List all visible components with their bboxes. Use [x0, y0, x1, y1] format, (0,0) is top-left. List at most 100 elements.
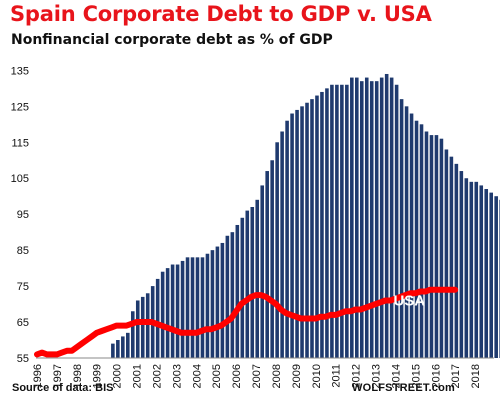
- usa-line: [34, 286, 459, 358]
- spain-bar: [374, 81, 379, 359]
- chart-subtitle: Nonfinancial corporate debt as % of GDP: [11, 32, 333, 48]
- spain-bar: [225, 235, 230, 358]
- spain-bar: [130, 311, 135, 358]
- spain-bar: [340, 84, 344, 358]
- spain-bar: [494, 196, 498, 358]
- source-note: Source of data: BIS: [12, 382, 114, 394]
- y-tick-label: 85: [17, 245, 29, 257]
- spain-bar: [355, 77, 359, 359]
- spain-bar: [409, 113, 414, 359]
- spain-bar: [489, 192, 493, 358]
- brand-label: WOLFSTREET.com: [352, 382, 456, 394]
- spain-bar: [394, 84, 399, 358]
- usa-label: USA: [393, 293, 425, 310]
- spain-bar: [160, 271, 165, 358]
- spain-bar: [210, 250, 215, 358]
- spain-bar: [165, 268, 170, 358]
- spain-bar: [250, 207, 255, 358]
- spain-bar: [454, 163, 459, 358]
- spain-bar: [135, 300, 140, 358]
- x-tick-label: 2011: [331, 364, 343, 388]
- spain-bar: [345, 84, 349, 358]
- spain-bar: [359, 81, 364, 359]
- y-tick-label: 125: [11, 101, 29, 113]
- x-tick-label: 2009: [291, 364, 303, 388]
- x-tick-label: 2000: [112, 364, 124, 388]
- y-tick-label: 105: [11, 173, 29, 185]
- spain-bar: [424, 131, 429, 358]
- x-tick-label: 2004: [191, 364, 203, 388]
- spain-bar: [245, 210, 250, 358]
- x-tick-label: 2006: [231, 364, 243, 388]
- spain-bar: [260, 185, 264, 358]
- x-tick-label: 2014: [390, 364, 402, 388]
- spain-bar: [404, 106, 409, 358]
- spain-bar: [330, 84, 334, 358]
- spain-bar: [399, 99, 404, 359]
- spain-bar: [315, 95, 319, 359]
- spain-bar: [444, 149, 449, 358]
- y-tick-label: 65: [17, 317, 29, 329]
- spain-bar: [265, 171, 269, 358]
- spain-bar: [145, 293, 150, 358]
- spain-bar: [155, 278, 160, 358]
- spain-bar: [479, 185, 484, 358]
- spain-bar: [290, 113, 294, 359]
- x-tick-label: 1997: [52, 364, 64, 388]
- spain-bar: [389, 77, 394, 359]
- y-tick-label: 75: [17, 281, 29, 293]
- spain-bar: [310, 99, 314, 359]
- x-tick-label: 2001: [132, 364, 144, 388]
- spain-bar: [126, 332, 130, 358]
- spain-bar: [320, 91, 324, 358]
- x-tick-label: 2002: [151, 364, 163, 388]
- spain-bar: [414, 120, 419, 358]
- spain-bar: [369, 81, 374, 359]
- x-tick-label: 2016: [430, 364, 442, 388]
- x-tick-label: 2007: [251, 364, 263, 388]
- spain-bar: [295, 109, 299, 358]
- x-tick-label: 2017: [450, 364, 462, 388]
- spain-bar: [449, 156, 454, 358]
- spain-bar: [439, 138, 444, 358]
- x-tick-label: 1998: [72, 364, 84, 388]
- y-tick-label: 55: [17, 353, 29, 365]
- spain-bar: [335, 84, 339, 358]
- spain-bar: [379, 77, 384, 359]
- spain-bar: [180, 260, 185, 358]
- x-tick-label: 1996: [32, 364, 44, 388]
- y-tick-label: 135: [11, 65, 29, 77]
- spain-bar: [419, 124, 424, 358]
- spain-bar: [220, 242, 225, 358]
- spain-bar: [255, 199, 260, 358]
- spain-bar: [459, 171, 464, 358]
- spain-bar: [116, 340, 120, 358]
- spain-bar: [429, 135, 434, 358]
- x-tick-label: 2003: [171, 364, 183, 388]
- spain-bar: [305, 102, 309, 358]
- spain-bar: [280, 131, 284, 358]
- x-tick-label: 2008: [271, 364, 283, 388]
- spain-bar: [364, 77, 369, 359]
- spain-bar: [484, 189, 489, 358]
- y-tick-label: 115: [11, 137, 29, 149]
- x-tick-label: 2013: [371, 364, 383, 388]
- spain-bar: [121, 336, 125, 358]
- x-tick-label: 2015: [410, 364, 422, 388]
- x-tick-label: 2010: [311, 364, 323, 388]
- spain-bar: [185, 257, 190, 358]
- spain-bar: [384, 73, 389, 358]
- spain-bar: [325, 88, 329, 358]
- spain-bar: [300, 106, 304, 358]
- spain-bar: [474, 181, 479, 358]
- spain-bar: [195, 257, 200, 358]
- x-tick-label: 1999: [92, 364, 104, 388]
- chart-title: Spain Corporate Debt to GDP v. USA: [10, 2, 432, 26]
- x-tick-label: 2005: [211, 364, 223, 388]
- spain-bar: [190, 257, 195, 358]
- spain-bar: [235, 224, 240, 358]
- y-tick-label: 95: [17, 209, 29, 221]
- spain-bar: [350, 77, 354, 359]
- spain-bar: [240, 217, 245, 358]
- spain-bar: [464, 178, 469, 358]
